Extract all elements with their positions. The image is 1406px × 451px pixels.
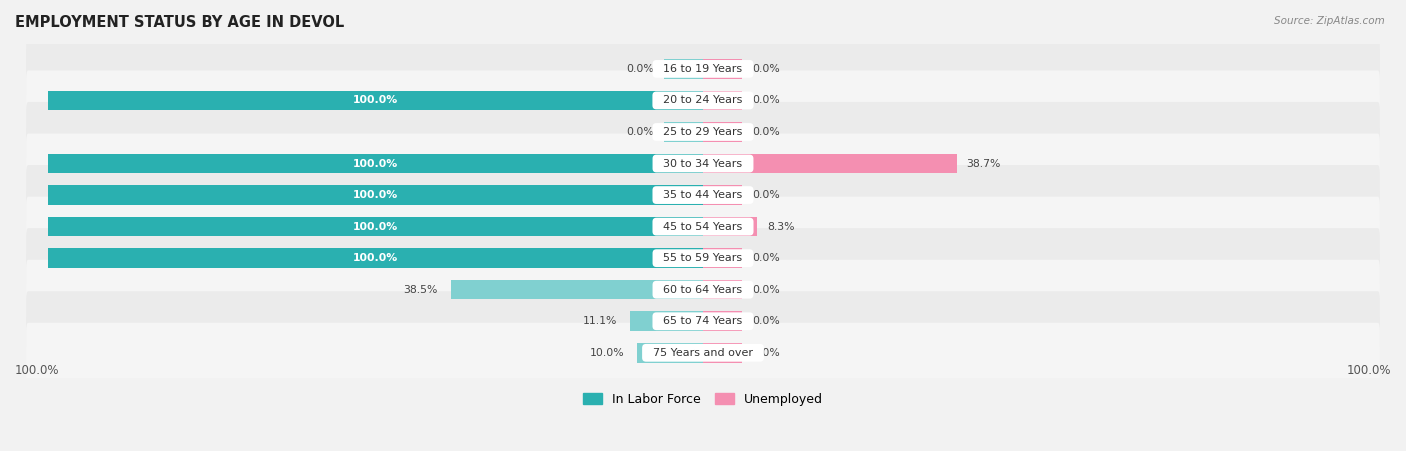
Text: 100.0%: 100.0% xyxy=(353,221,398,232)
Text: 60 to 64 Years: 60 to 64 Years xyxy=(657,285,749,295)
FancyBboxPatch shape xyxy=(27,228,1379,288)
Text: 0.0%: 0.0% xyxy=(752,348,780,358)
Text: 20 to 24 Years: 20 to 24 Years xyxy=(657,96,749,106)
Bar xyxy=(703,280,742,299)
Text: Source: ZipAtlas.com: Source: ZipAtlas.com xyxy=(1274,16,1385,26)
Bar xyxy=(451,280,703,299)
Text: 65 to 74 Years: 65 to 74 Years xyxy=(657,316,749,326)
Text: 0.0%: 0.0% xyxy=(626,127,654,137)
Bar xyxy=(703,91,742,110)
FancyBboxPatch shape xyxy=(27,323,1379,383)
Bar xyxy=(703,312,742,331)
Bar xyxy=(703,249,742,268)
Text: 0.0%: 0.0% xyxy=(752,316,780,326)
Text: 100.0%: 100.0% xyxy=(353,96,398,106)
Text: 8.3%: 8.3% xyxy=(768,221,794,232)
Text: 55 to 59 Years: 55 to 59 Years xyxy=(657,253,749,263)
Text: 10.0%: 10.0% xyxy=(589,348,624,358)
Bar xyxy=(703,185,742,205)
Bar xyxy=(703,217,758,236)
Bar xyxy=(703,343,742,363)
Bar xyxy=(703,59,742,78)
Legend: In Labor Force, Unemployed: In Labor Force, Unemployed xyxy=(576,387,830,412)
Text: 0.0%: 0.0% xyxy=(752,190,780,200)
Text: EMPLOYMENT STATUS BY AGE IN DEVOL: EMPLOYMENT STATUS BY AGE IN DEVOL xyxy=(15,15,344,30)
Bar xyxy=(48,91,703,110)
Text: 16 to 19 Years: 16 to 19 Years xyxy=(657,64,749,74)
Bar xyxy=(48,249,703,268)
Text: 30 to 34 Years: 30 to 34 Years xyxy=(657,159,749,169)
FancyBboxPatch shape xyxy=(27,291,1379,351)
Text: 38.5%: 38.5% xyxy=(404,285,437,295)
Bar xyxy=(630,312,703,331)
Text: 100.0%: 100.0% xyxy=(1347,364,1391,377)
Text: 100.0%: 100.0% xyxy=(353,190,398,200)
Bar xyxy=(48,217,703,236)
Text: 0.0%: 0.0% xyxy=(752,253,780,263)
FancyBboxPatch shape xyxy=(27,165,1379,225)
Text: 0.0%: 0.0% xyxy=(752,64,780,74)
Bar xyxy=(48,154,703,173)
Bar xyxy=(664,59,703,78)
FancyBboxPatch shape xyxy=(27,133,1379,193)
Text: 38.7%: 38.7% xyxy=(966,159,1001,169)
Text: 0.0%: 0.0% xyxy=(752,96,780,106)
Text: 100.0%: 100.0% xyxy=(353,253,398,263)
Bar xyxy=(703,154,956,173)
FancyBboxPatch shape xyxy=(27,197,1379,257)
Text: 25 to 29 Years: 25 to 29 Years xyxy=(657,127,749,137)
Text: 0.0%: 0.0% xyxy=(752,285,780,295)
Text: 100.0%: 100.0% xyxy=(353,159,398,169)
FancyBboxPatch shape xyxy=(27,39,1379,99)
FancyBboxPatch shape xyxy=(27,70,1379,130)
FancyBboxPatch shape xyxy=(27,260,1379,320)
Text: 75 Years and over: 75 Years and over xyxy=(645,348,761,358)
Text: 100.0%: 100.0% xyxy=(15,364,59,377)
FancyBboxPatch shape xyxy=(27,102,1379,162)
Bar xyxy=(637,343,703,363)
Text: 0.0%: 0.0% xyxy=(626,64,654,74)
Text: 45 to 54 Years: 45 to 54 Years xyxy=(657,221,749,232)
Bar xyxy=(48,185,703,205)
Bar xyxy=(703,122,742,142)
Text: 0.0%: 0.0% xyxy=(752,127,780,137)
Text: 35 to 44 Years: 35 to 44 Years xyxy=(657,190,749,200)
Text: 11.1%: 11.1% xyxy=(583,316,617,326)
Bar xyxy=(664,122,703,142)
